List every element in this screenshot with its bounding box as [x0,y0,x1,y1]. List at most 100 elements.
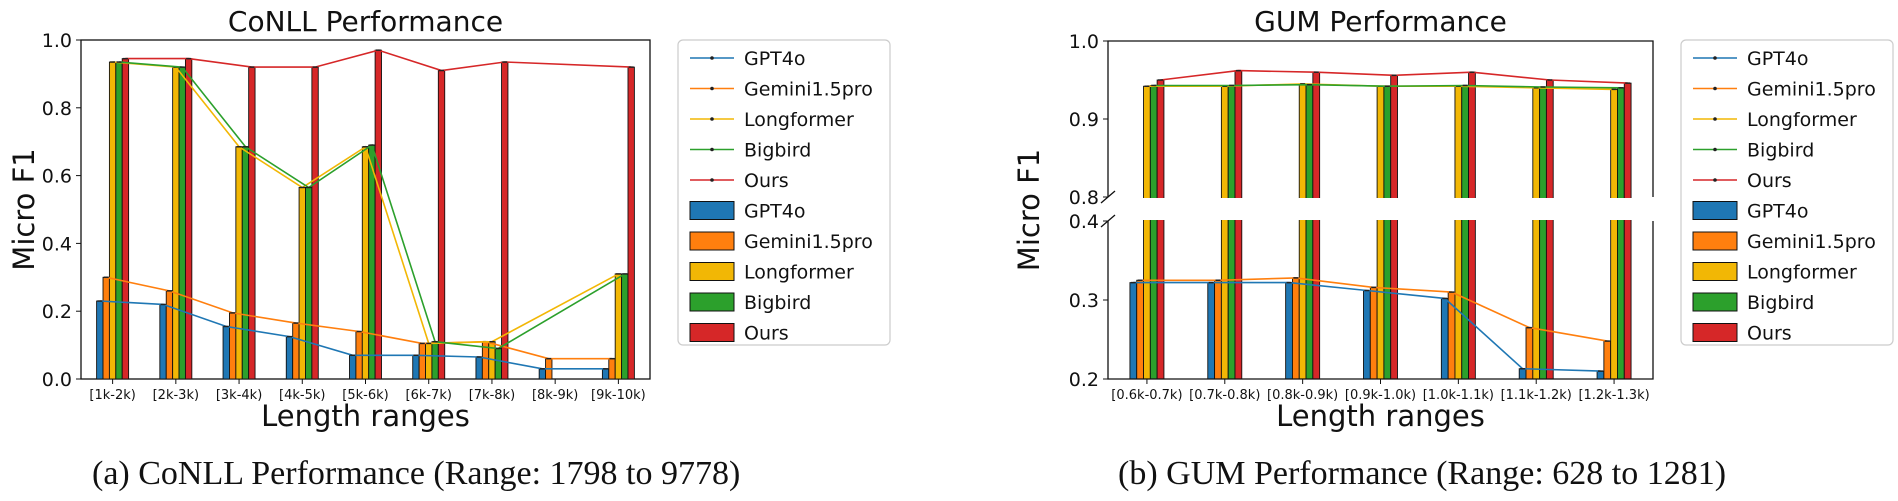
legend-label-line-ours: Ours [1747,170,1792,192]
ytick-label-0-8: 0.8 [42,98,72,120]
bar-gpt4o-0 [1129,282,1138,380]
bar-gpt4o-2 [1285,282,1293,380]
x-axis-label: Length ranges [261,399,470,433]
legend-label-line-gpt4o: GPT4o [1747,48,1809,70]
bar-gemini1-5pro-5 [1525,327,1534,380]
legend-marker-ours [1713,178,1717,182]
bar-gpt4o-6 [1596,370,1605,380]
legend-label-bar-gemini1-5pro: Gemini1.5pro [744,231,873,253]
legend-label-bar-bigbird: Bigbird [1747,292,1814,314]
bar-ours-5 [1545,79,1554,380]
bar-bigbird-5 [431,341,439,380]
bar-longformer-2 [1298,83,1307,380]
bar-ours-6 [501,61,509,380]
bar-gpt4o-4 [349,354,357,380]
bar-longformer-5 [1532,87,1541,380]
bar-bigbird-2 [241,146,250,380]
bar-ours-4 [1468,71,1476,380]
xtick-label-1: [0.7k-0.8k) [1189,388,1260,403]
legend-label-bar-gpt4o: GPT4o [1747,201,1809,223]
bar-ours-0 [1156,79,1165,380]
bar-longformer-3 [298,187,306,380]
xtick-label-4: [5k-6k) [342,388,388,403]
bar-ours-0 [121,58,130,380]
ytick-label-0-6: 0.6 [42,166,72,188]
legend-marker-ours [710,178,714,182]
ytick-label-lower-0-2: 0.2 [1069,369,1099,391]
legend-label-bar-gpt4o: GPT4o [744,201,806,223]
bar-gemini1-5pro-2 [1291,277,1300,380]
y-axis-label: Micro F1 [7,148,41,270]
chart-title: GUM Performance [1254,5,1507,38]
xtick-label-1: [2k-3k) [153,388,199,403]
bar-ours-4 [374,49,382,380]
legend-patch-longformer [1692,262,1738,281]
bar-gpt4o-8 [601,368,610,380]
xtick-label-5: [6k-7k) [406,388,452,403]
bar-bigbird-0 [115,61,123,380]
legend-patch-ours [689,323,735,342]
caption-b: (b) GUM Performance (Range: 628 to 1281) [1118,455,1727,492]
legend-label-line-gpt4o: GPT4o [744,48,806,70]
legend-label-bar-longformer: Longformer [1747,262,1857,284]
bar-gpt4o-5 [412,354,420,380]
bar-gpt4o-3 [285,336,294,380]
bar-gemini1-5pro-5 [418,342,426,380]
bar-longformer-1 [172,66,180,380]
bar-bigbird-0 [1149,85,1158,380]
bar-longformer-8 [614,273,623,380]
bar-gemini1-5pro-1 [1214,279,1222,380]
bar-bigbird-2 [1305,84,1314,380]
bar-ours-6 [1623,82,1632,380]
ytick-label-upper-0-9: 0.9 [1069,109,1099,131]
legend-label-bar-ours: Ours [744,323,789,345]
xtick-label-0: [1k-2k) [89,388,135,403]
xtick-label-7: [8k-9k) [532,388,578,403]
legend-label-bar-longformer: Longformer [744,262,854,284]
legend-label-bar-ours: Ours [1747,323,1792,345]
bar-ours-3 [1390,74,1398,380]
xtick-label-0: [0.6k-0.7k) [1111,388,1182,403]
legend-patch-gpt4o [689,201,735,220]
bar-ours-2 [248,66,256,380]
bar-gemini1-5pro-6 [1603,340,1612,380]
bar-bigbird-3 [1383,85,1392,380]
bar-gemini1-5pro-2 [229,312,237,380]
bar-longformer-1 [1220,85,1229,380]
ytick-label-1-0: 1.0 [42,30,72,52]
ytick-label-0-4: 0.4 [42,233,72,255]
bar-ours-1 [184,58,193,380]
bar-gpt4o-1 [159,303,167,380]
legend-patch-gemini1-5pro [1692,231,1738,251]
legend-label-line-bigbird: Bigbird [1747,140,1814,162]
legend-patch-gemini1-5pro [689,231,735,251]
legend-marker-longformer [710,117,714,121]
bar-longformer-4 [1454,85,1463,380]
legend-marker-gemini1-5pro [1713,86,1717,91]
legend-label-line-ours: Ours [744,170,789,192]
xtick-label-2: [0.8k-0.9k) [1267,388,1338,403]
bar-bigbird-1 [178,66,186,380]
bar-gpt4o-1 [1207,282,1216,380]
bar-gemini1-5pro-1 [165,290,174,380]
bar-gpt4o-6 [475,356,483,380]
ytick-label-0-2: 0.2 [42,301,72,323]
bar-bigbird-5 [1539,86,1547,380]
bar-bigbird-4 [1461,85,1470,380]
bar-ours-3 [311,66,319,380]
bar-longformer-3 [1376,85,1385,380]
caption-a: (a) CoNLL Performance (Range: 1798 to 97… [92,455,741,492]
x-axis-label: Length ranges [1276,399,1485,433]
bar-gemini1-5pro-3 [1369,286,1378,380]
legend-patch-bigbird [1692,292,1738,312]
xtick-label-6: [1.2k-1.3k) [1578,388,1649,403]
legend-marker-gpt4o [710,56,714,60]
bar-longformer-5 [425,342,433,380]
ytick-label-upper-1-0: 1.0 [1069,31,1099,53]
bar-ours-5 [437,70,446,380]
xtick-label-5: [1.1k-1.2k) [1501,388,1572,403]
chart-title: CoNLL Performance [228,5,503,38]
bar-gemini1-5pro-3 [292,322,300,380]
xtick-label-2: [3k-4k) [216,388,262,403]
legend-label-line-longformer: Longformer [744,109,854,131]
